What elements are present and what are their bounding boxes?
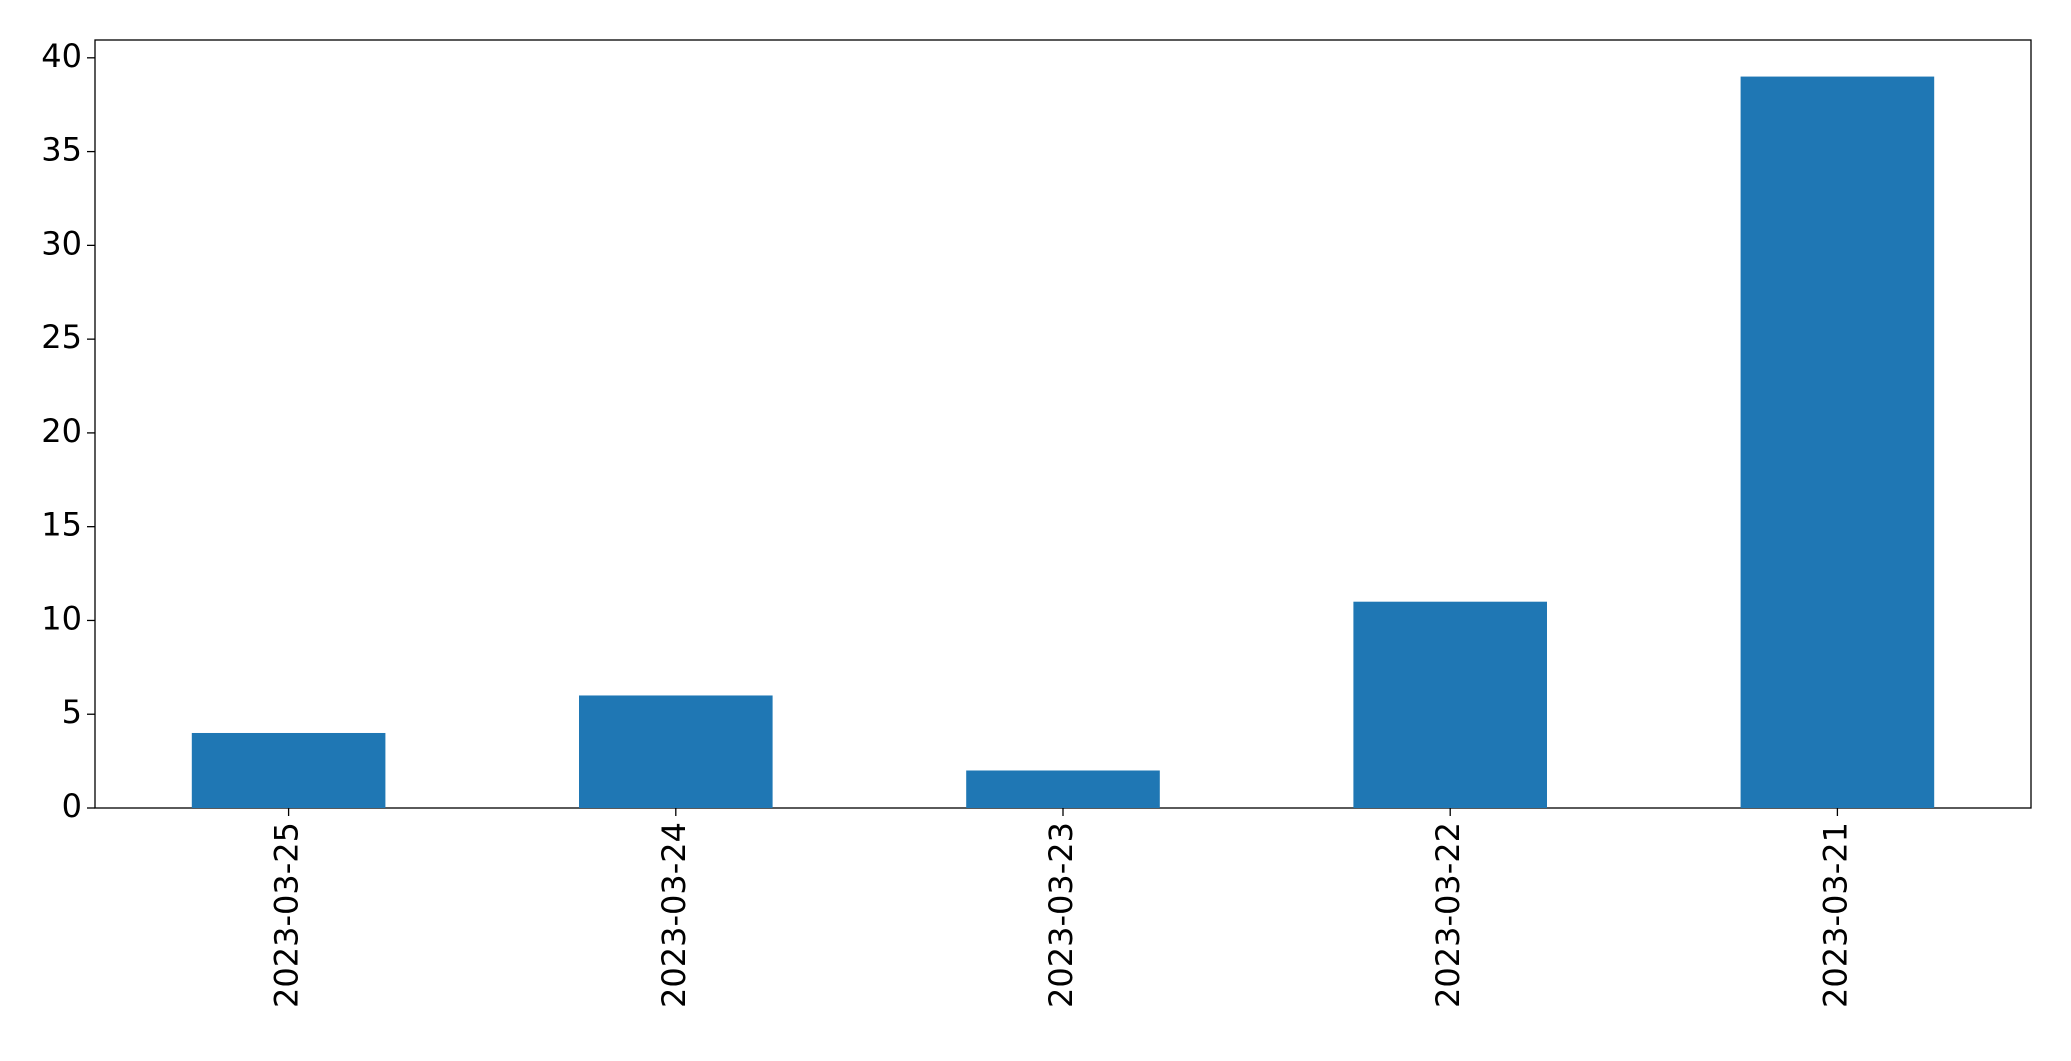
bar: [1353, 601, 1547, 808]
y-tick-label: 20: [41, 412, 82, 450]
x-tick-label: 2023-03-22: [1429, 822, 1467, 1008]
y-tick-label: 15: [41, 506, 82, 544]
x-tick-label: 2023-03-24: [655, 822, 693, 1008]
y-tick-label: 40: [41, 37, 82, 75]
y-tick-label: 10: [41, 599, 82, 637]
x-tick-label: 2023-03-25: [268, 822, 306, 1008]
bar: [966, 770, 1160, 808]
bar: [191, 732, 386, 808]
bar: [1740, 76, 1935, 809]
bar: [579, 695, 773, 808]
x-tick-label: 2023-03-23: [1042, 822, 1080, 1008]
x-tick-label: 2023-03-21: [1816, 822, 1854, 1008]
y-tick-label: 0: [62, 787, 82, 825]
y-tick-label: 30: [41, 224, 82, 262]
y-tick-label: 25: [41, 318, 82, 356]
y-tick-label: 5: [62, 693, 82, 731]
y-tick-label: 35: [41, 131, 82, 169]
